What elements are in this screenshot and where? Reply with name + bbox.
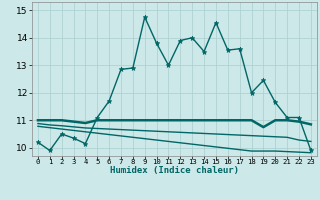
X-axis label: Humidex (Indice chaleur): Humidex (Indice chaleur) — [110, 166, 239, 175]
